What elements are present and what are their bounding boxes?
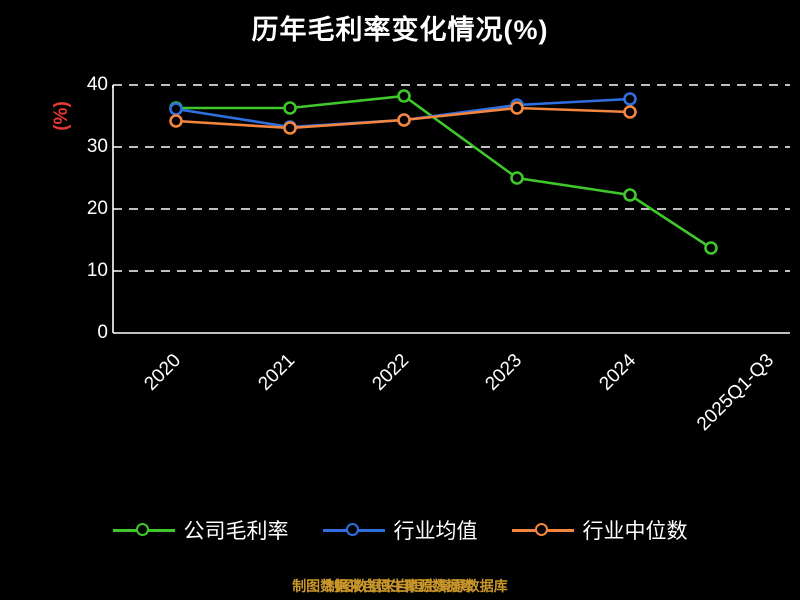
chart-watermark: 制图数据来自恒生聚源数据库制图数据来自恒生聚源数据库 bbox=[0, 576, 800, 596]
legend-marker-green bbox=[112, 519, 175, 541]
axis-lines bbox=[112, 85, 790, 334]
y-tick-2: 20 bbox=[86, 198, 108, 219]
chart-legend: 公司毛利率 行业均值 行业中位数 bbox=[0, 515, 800, 545]
watermark-text-b: 制图数据来自恒生聚源数据库 bbox=[325, 578, 508, 594]
legend-label-company-gross-margin: 公司毛利率 bbox=[183, 520, 289, 543]
y-tick-4: 40 bbox=[86, 74, 108, 95]
legend-label-industry-average: 行业均值 bbox=[393, 520, 478, 543]
legend-item-industry-median[interactable]: 行业中位数 bbox=[511, 515, 688, 545]
watermark-text-a: 制图数据来自恒生聚源数据库 bbox=[292, 578, 475, 594]
legend-item-industry-average[interactable]: 行业均值 bbox=[322, 515, 478, 545]
y-tick-3: 30 bbox=[86, 136, 108, 157]
y-tick-1: 10 bbox=[86, 260, 108, 281]
y-tick-0: 0 bbox=[97, 322, 108, 343]
y-axis-ticks: 0 10 20 30 40 bbox=[62, 0, 108, 600]
legend-marker-orange bbox=[511, 519, 574, 541]
chart-title: 历年毛利率变化情况(%) bbox=[251, 15, 549, 45]
series-industry-median bbox=[169, 101, 637, 135]
gridlines bbox=[113, 84, 790, 272]
legend-label-industry-median: 行业中位数 bbox=[582, 520, 688, 543]
legend-item-company-gross-margin[interactable]: 公司毛利率 bbox=[112, 515, 289, 545]
legend-marker-blue bbox=[322, 519, 385, 541]
